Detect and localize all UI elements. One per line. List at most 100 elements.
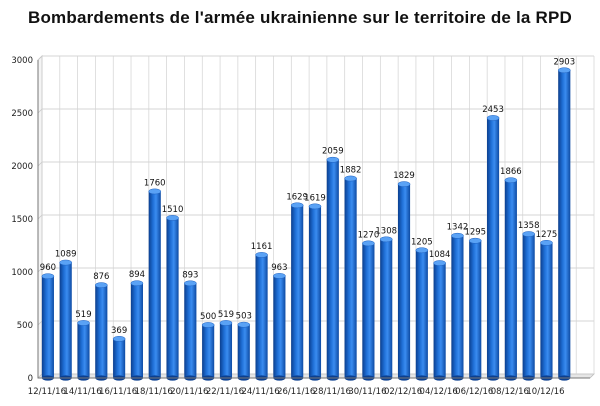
data-label: 519 xyxy=(218,310,234,320)
bar xyxy=(148,191,161,378)
bar-top xyxy=(148,188,162,195)
bar-top xyxy=(184,280,197,287)
x-tick-label: 28/11/16 xyxy=(313,387,351,397)
gridline-depth xyxy=(37,214,43,220)
data-label: 1342 xyxy=(447,223,469,233)
x-tick-label: 04/12/16 xyxy=(420,387,458,397)
bar-top xyxy=(112,336,126,342)
bar-top xyxy=(219,320,233,326)
data-label: 2453 xyxy=(482,105,504,115)
bar xyxy=(130,283,143,378)
x-tick-label: 10/12/16 xyxy=(526,387,564,397)
data-label: 1629 xyxy=(286,192,308,202)
bar xyxy=(291,205,304,378)
data-label: 1829 xyxy=(393,171,415,181)
data-label: 2903 xyxy=(553,57,575,67)
bar xyxy=(255,254,268,378)
bar xyxy=(344,178,357,378)
x-tick-label: 18/11/16 xyxy=(135,387,173,397)
bar-top xyxy=(344,175,357,182)
bar xyxy=(77,322,90,378)
bar xyxy=(540,242,553,378)
bar-top xyxy=(433,260,446,266)
data-label: 1866 xyxy=(500,167,522,177)
data-label: 876 xyxy=(93,272,109,282)
gridline-depth xyxy=(37,320,43,326)
bar-top xyxy=(504,177,518,184)
bar xyxy=(522,234,535,378)
bar xyxy=(166,217,179,378)
bar xyxy=(504,180,517,378)
data-label: 1089 xyxy=(55,250,77,260)
bar xyxy=(219,322,233,378)
bar xyxy=(397,184,411,378)
bar-top xyxy=(290,202,304,209)
bar xyxy=(202,325,215,378)
y-tick-label: 500 xyxy=(17,321,33,331)
data-label: 1275 xyxy=(536,230,558,240)
data-label: 1619 xyxy=(304,193,326,203)
bar xyxy=(433,263,446,378)
data-label: 893 xyxy=(182,270,198,280)
bar-top xyxy=(255,252,268,258)
bar-top xyxy=(95,282,108,288)
data-label: 1358 xyxy=(518,221,540,231)
x-tick-label: 26/11/16 xyxy=(277,387,315,397)
data-label: 1205 xyxy=(411,237,433,247)
bar-top xyxy=(379,236,393,243)
y-tick-label: 2500 xyxy=(11,109,33,119)
bar-top xyxy=(415,247,429,254)
gridline-depth xyxy=(37,161,43,167)
y-tick-label: 1000 xyxy=(11,268,33,278)
data-label: 1882 xyxy=(340,166,362,176)
bar-top xyxy=(59,259,73,266)
x-tick-label: 22/11/16 xyxy=(206,387,244,397)
data-label: 369 xyxy=(111,326,127,336)
y-tick-label: 0 xyxy=(28,374,33,384)
bar xyxy=(95,285,108,378)
bar-top xyxy=(166,215,179,221)
data-label: 1510 xyxy=(162,205,184,215)
bar xyxy=(487,117,500,379)
bar xyxy=(451,235,464,378)
bar xyxy=(308,206,322,378)
data-label: 894 xyxy=(129,270,145,280)
bar xyxy=(469,240,482,378)
bar xyxy=(558,70,571,379)
x-tick-label: 30/11/16 xyxy=(348,387,386,397)
bar-top xyxy=(308,203,322,210)
bar-top xyxy=(201,322,215,328)
bar-top xyxy=(468,237,482,244)
bar xyxy=(415,250,428,378)
bar xyxy=(380,239,393,378)
bar xyxy=(362,243,375,378)
gridline-depth xyxy=(37,108,43,114)
bar-top xyxy=(130,280,144,287)
gridline-depth xyxy=(37,55,43,61)
data-label: 1295 xyxy=(464,228,486,238)
bar-top xyxy=(41,273,55,280)
bar-top xyxy=(397,181,411,187)
data-label: 500 xyxy=(200,312,216,322)
data-label: 1760 xyxy=(144,178,166,188)
bar xyxy=(273,275,286,378)
bar xyxy=(41,276,54,378)
x-tick-label: 14/11/16 xyxy=(63,387,101,397)
data-label: 519 xyxy=(75,310,91,320)
data-label: 1161 xyxy=(251,242,273,252)
x-tick-label: 08/12/16 xyxy=(491,387,529,397)
y-tick-label: 1500 xyxy=(11,215,33,225)
y-tick-label: 3000 xyxy=(11,56,33,66)
bar-top xyxy=(326,156,340,163)
bar xyxy=(59,262,72,378)
x-tick-label: 20/11/16 xyxy=(170,387,208,397)
bar-top xyxy=(273,273,286,279)
bar-top xyxy=(77,320,90,326)
bar-top xyxy=(557,67,571,74)
bar-top xyxy=(486,115,500,121)
bar xyxy=(184,283,197,378)
data-label: 963 xyxy=(271,263,287,273)
x-tick-label: 16/11/16 xyxy=(99,387,137,397)
data-label: 1270 xyxy=(358,230,380,240)
